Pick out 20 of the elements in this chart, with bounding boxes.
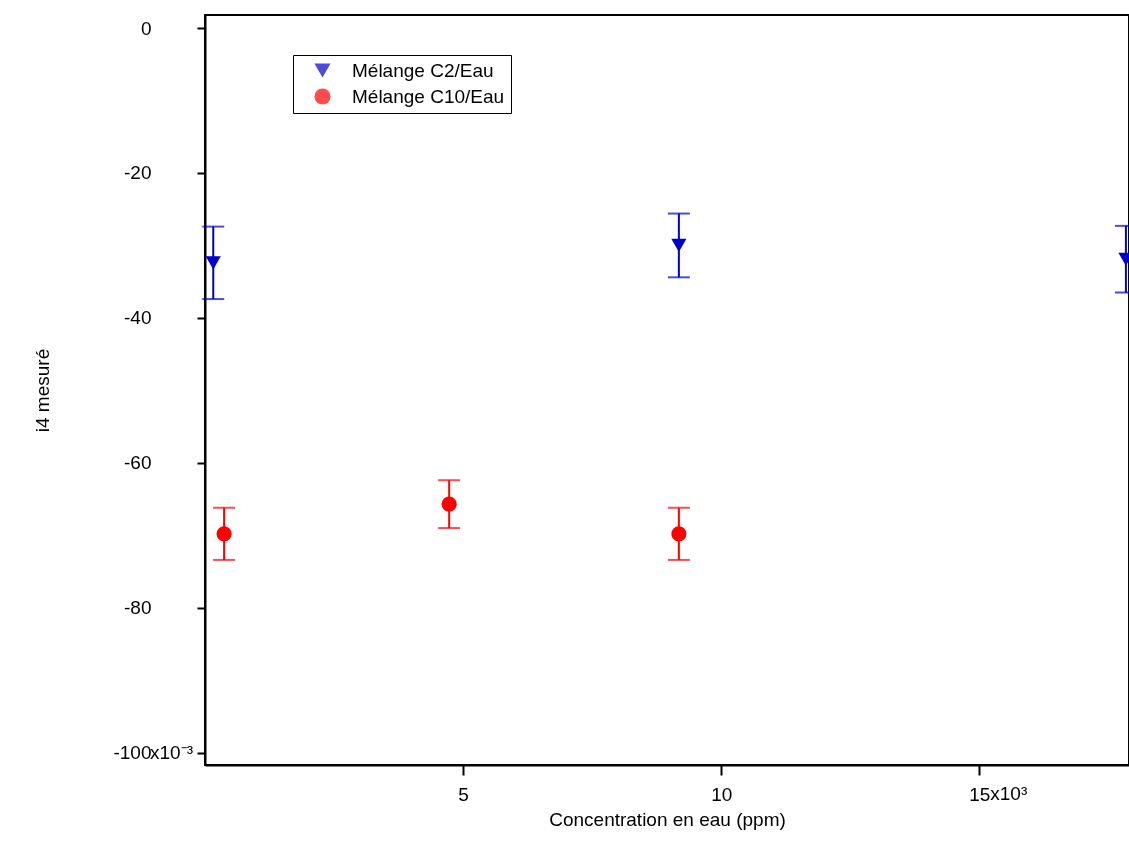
y-tick-label: -40 bbox=[124, 307, 152, 329]
y-tick-label: 0 bbox=[140, 17, 152, 39]
point bbox=[671, 238, 687, 252]
text: x10⁻³ bbox=[150, 741, 193, 763]
x-tick-label: 15 bbox=[969, 783, 991, 805]
legend-label: Mélange C2/Eau bbox=[352, 59, 494, 81]
y-axis-title: i4 mesuré bbox=[32, 348, 54, 433]
point bbox=[216, 526, 232, 542]
y-tick-label: -80 bbox=[124, 597, 152, 619]
point bbox=[441, 496, 457, 512]
y-tick-label: -100 bbox=[113, 742, 152, 764]
x-tick-label: 5 bbox=[458, 783, 469, 805]
point bbox=[205, 256, 221, 270]
point bbox=[671, 526, 687, 542]
y-tick-label: -60 bbox=[124, 452, 152, 474]
x-axis-title: Concentration en eau (ppm) bbox=[549, 808, 786, 830]
text: x10³ bbox=[990, 783, 1028, 804]
legend-label: Mélange C10/Eau bbox=[352, 85, 505, 107]
y-tick-label: -20 bbox=[124, 162, 152, 184]
x-tick-label: 10 bbox=[711, 783, 733, 805]
